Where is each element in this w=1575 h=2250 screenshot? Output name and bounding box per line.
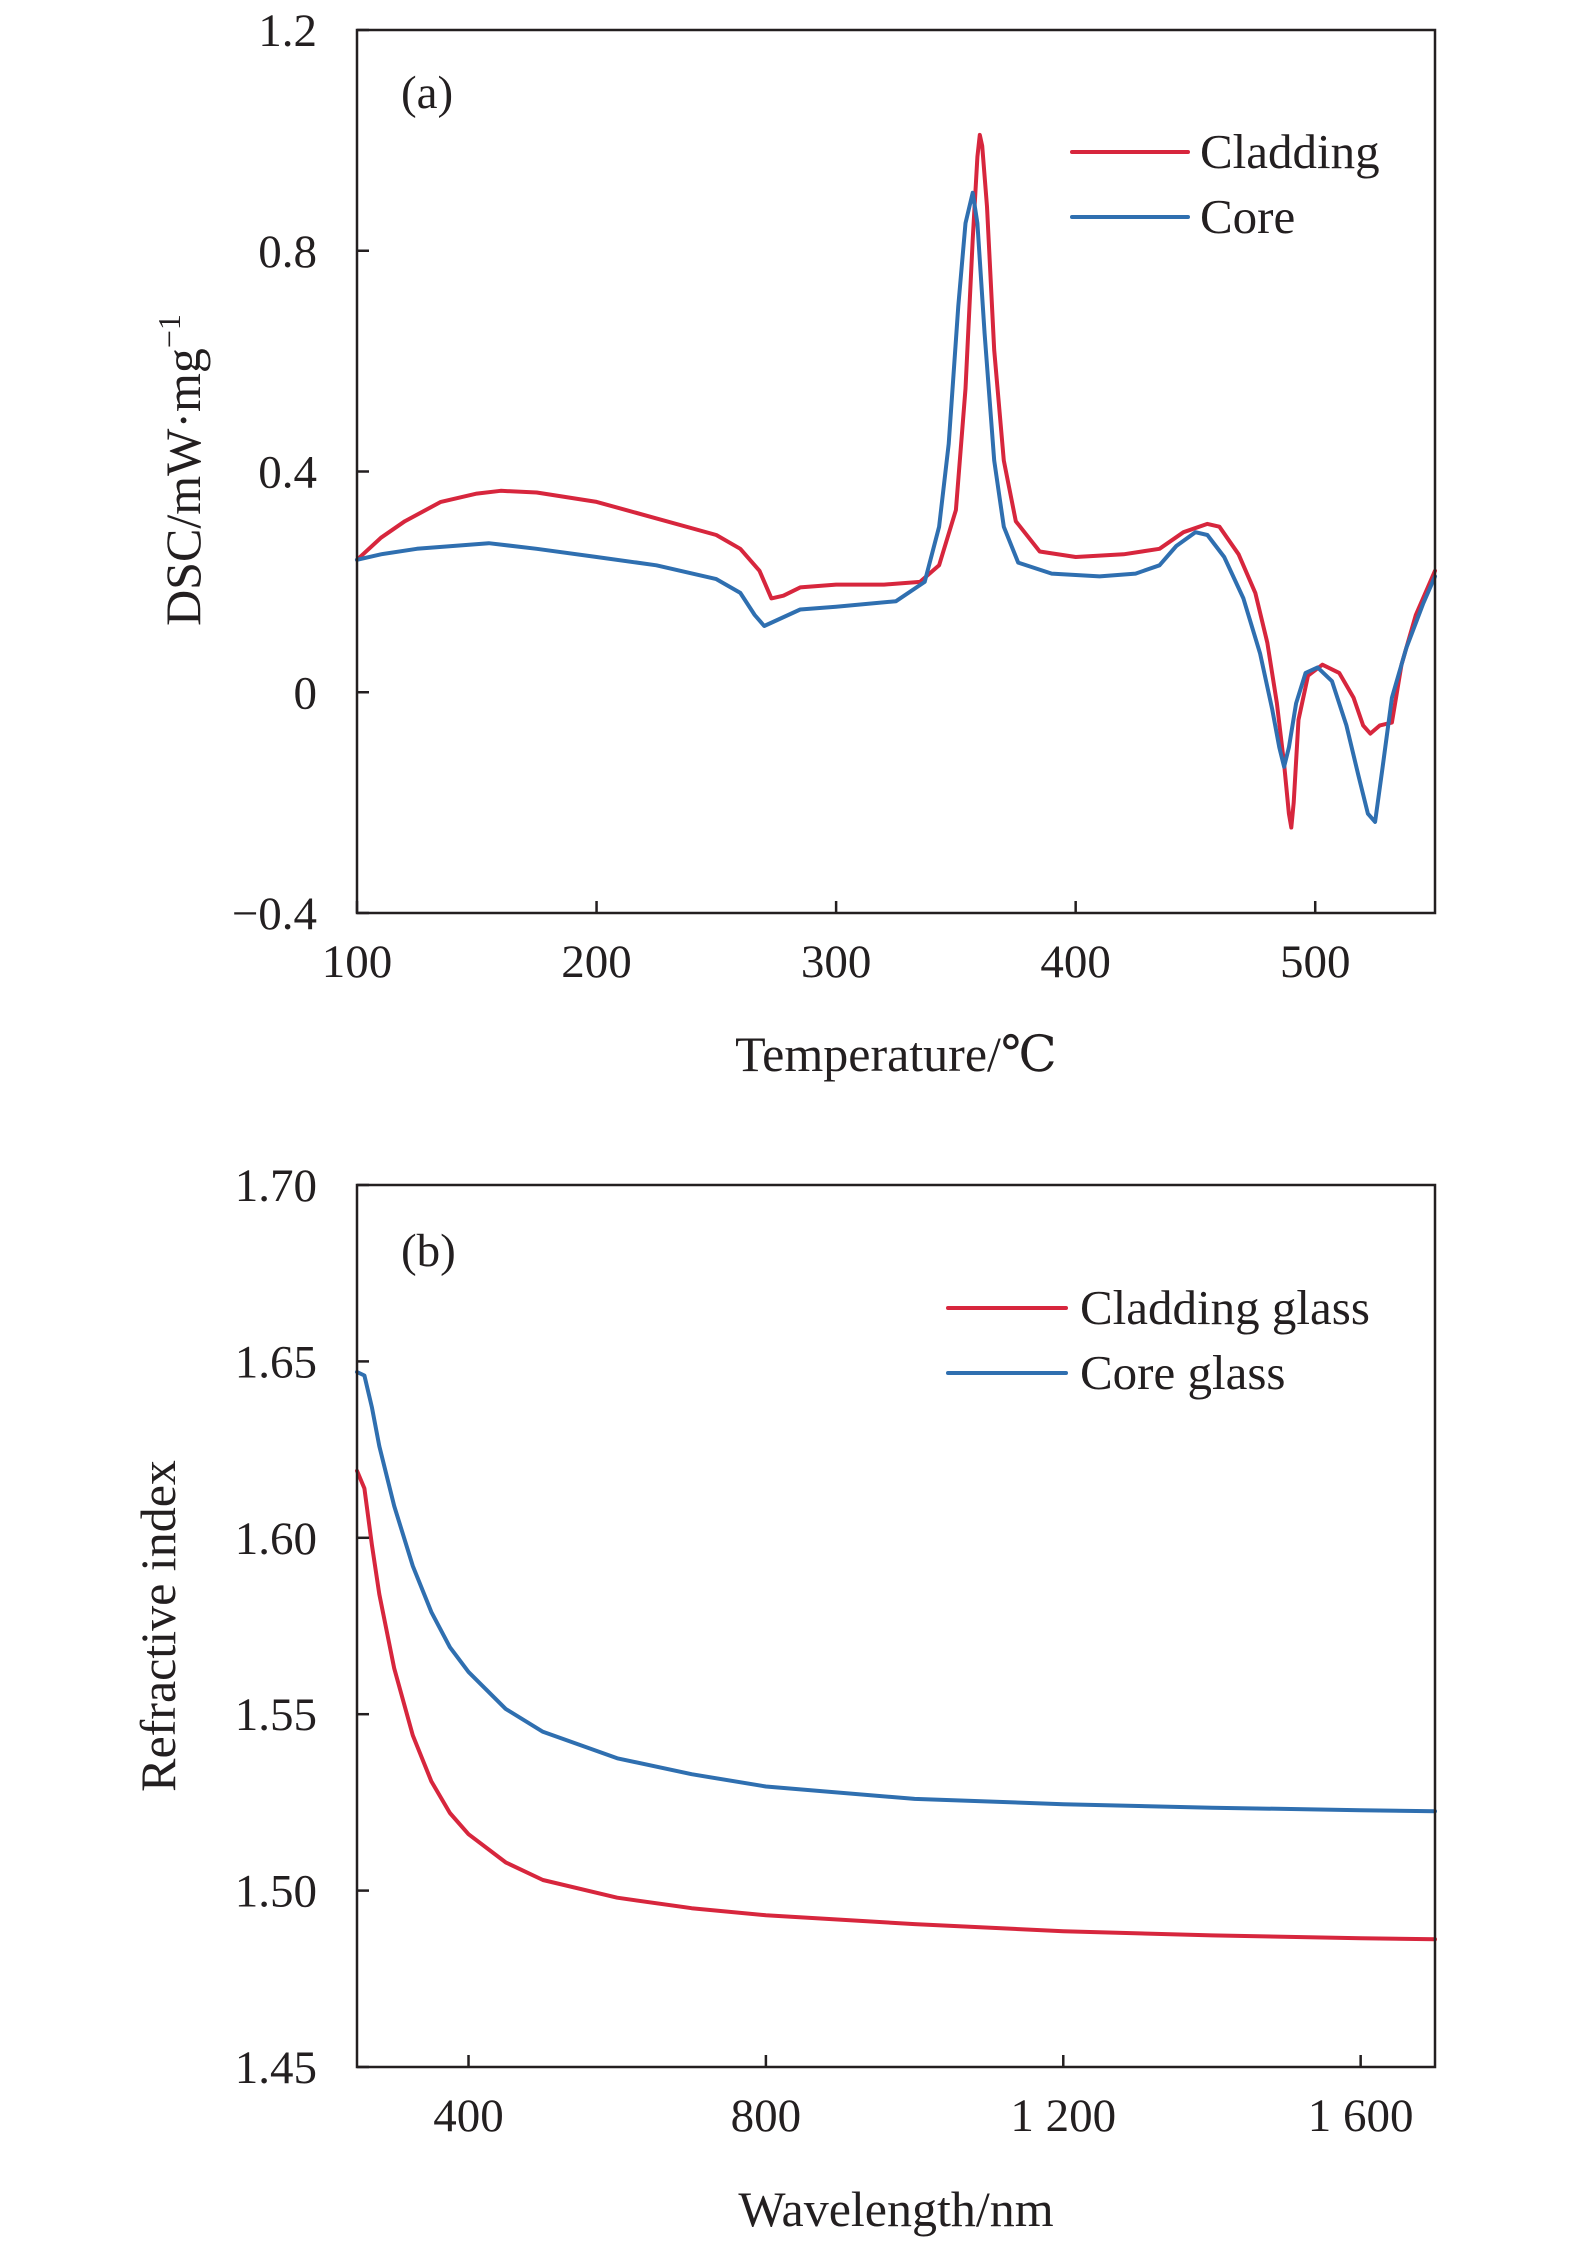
- chart-b-series: [355, 1370, 1437, 1942]
- chart-a: 100 200 300 400 500 −0.4 0 0.4 0.8 1.2 (a) Claddi…: [151, 5, 1437, 1082]
- chart-a-y-tick-label: 0.8: [258, 226, 317, 278]
- chart-b-y-axis-label: Refractive index: [130, 1460, 186, 1792]
- chart-a-series: [355, 132, 1437, 830]
- chart-b-y-tick-label: 1.55: [235, 1689, 317, 1741]
- chart-a-panel-label: (a): [401, 67, 453, 119]
- chart-b-tick-labels: 400 800 1 200 1 600 1.45 1.50 1.55 1.60 1.65 1.70: [235, 1160, 1414, 2142]
- chart-a-y-axis-label: DSC/mW·mg−1: [151, 314, 211, 626]
- chart-b-y-tick-label: 1.70: [235, 1160, 317, 1212]
- chart-a-y-tick-label: −0.4: [232, 888, 317, 940]
- chart-b-y-tick-label: 1.45: [235, 2042, 317, 2094]
- chart-a-x-axis-label: Temperature/℃: [735, 1026, 1057, 1082]
- chart-b-plot-frame: [355, 1183, 1437, 2069]
- chart-b-x-tick-label: 1 600: [1308, 2090, 1414, 2142]
- chart-b-x-tick-label: 1 200: [1010, 2090, 1116, 2142]
- chart-a-legend: Cladding Core: [1070, 124, 1380, 244]
- chart-a-tick-labels: 100 200 300 400 500 −0.4 0 0.4 0.8 1.2: [232, 5, 1351, 988]
- chart-b-legend-label-cladding: Cladding glass: [1080, 1280, 1370, 1335]
- chart-a-x-tick-label: 500: [1280, 936, 1351, 988]
- chart-a-series-cladding: [355, 132, 1437, 830]
- chart-a-y-axis-label-superscript: −1: [151, 314, 187, 348]
- chart-b-series-cladding-glass: [355, 1468, 1437, 1942]
- chart-a-y-tick-label: 0.4: [258, 447, 317, 499]
- chart-a-x-tick-label: 200: [561, 936, 632, 988]
- chart-a-x-tick-label: 100: [322, 936, 393, 988]
- chart-a-y-axis-label-main: DSC/mW·mg: [155, 348, 211, 626]
- chart-a-series-core: [355, 190, 1437, 824]
- chart-b-series-core-glass: [355, 1370, 1437, 1814]
- chart-b-y-tick-label: 1.60: [235, 1513, 317, 1565]
- chart-a-x-tick-label: 400: [1040, 936, 1111, 988]
- chart-b-x-tick-label: 400: [433, 2090, 504, 2142]
- chart-b-x-axis-label: Wavelength/nm: [738, 2181, 1053, 2237]
- chart-b-y-tick-label: 1.65: [235, 1336, 317, 1388]
- chart-a-y-tick-label: 0: [294, 667, 318, 719]
- chart-a-legend-label-cladding: Cladding: [1200, 124, 1380, 179]
- chart-a-legend-label-core: Core: [1200, 189, 1295, 244]
- chart-b: 400 800 1 200 1 600 1.45 1.50 1.55 1.60 1.65 1.70…: [130, 1160, 1437, 2237]
- chart-b-x-tick-label: 800: [731, 2090, 802, 2142]
- chart-b-panel-label: (b): [401, 1225, 456, 1277]
- chart-b-legend-label-core: Core glass: [1080, 1345, 1286, 1400]
- chart-b-y-tick-label: 1.50: [235, 1866, 317, 1918]
- chart-a-y-tick-label: 1.2: [258, 5, 317, 57]
- chart-b-legend: Cladding glass Core glass: [946, 1280, 1370, 1400]
- chart-b-ticks: [357, 1183, 1362, 2069]
- chart-a-x-tick-label: 300: [801, 936, 872, 988]
- chart-a-ticks: [355, 28, 1317, 915]
